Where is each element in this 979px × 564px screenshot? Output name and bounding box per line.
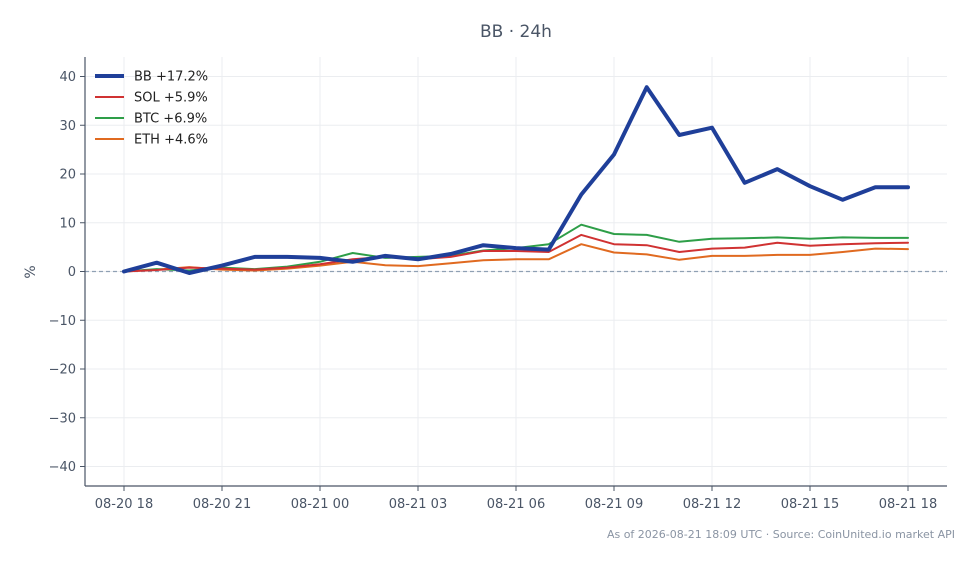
source-note: As of 2026-08-21 18:09 UTC · Source: Coi… <box>607 528 955 541</box>
legend-label: SOL +5.9% <box>134 91 208 106</box>
x-tick-label: 08-20 21 <box>193 497 251 512</box>
chart-title: BB · 24h <box>480 22 552 42</box>
axes <box>80 57 947 491</box>
x-tick-labels: 08-20 18 08-20 21 08-21 00 08-21 03 08-21 06… <box>95 497 937 512</box>
x-tick-label: 08-21 18 <box>879 497 937 512</box>
y-tick-label: −30 <box>49 411 76 426</box>
series-line-1 <box>123 233 909 273</box>
y-tick-label: −40 <box>49 460 76 475</box>
legend: BB +17.2% SOL +5.9% BTC +6.9% ETH +4.6% <box>95 70 208 148</box>
y-tick-labels: −40 −30 −20 −10 0 10 20 30 40 <box>49 70 76 475</box>
x-tick-label: 08-21 12 <box>683 497 741 512</box>
x-tick-label: 08-21 09 <box>585 497 643 512</box>
legend-label: ETH +4.6% <box>134 133 208 148</box>
legend-label: BB +17.2% <box>134 70 208 85</box>
series-line-0 <box>122 85 910 275</box>
x-tick-label: 08-21 06 <box>487 497 545 512</box>
y-axis-label: % <box>23 265 39 278</box>
y-tick-label: 20 <box>59 168 76 183</box>
x-tick-label: 08-21 03 <box>389 497 447 512</box>
series-lines <box>122 85 910 275</box>
y-tick-label: 10 <box>59 216 76 231</box>
x-tick-label: 08-21 00 <box>291 497 349 512</box>
y-tick-label: −20 <box>49 363 76 378</box>
x-tick-label: 08-20 18 <box>95 497 153 512</box>
y-tick-label: 40 <box>59 70 76 85</box>
y-tick-label: −10 <box>49 314 76 329</box>
y-tick-label: 0 <box>68 265 76 280</box>
x-tick-label: 08-21 15 <box>781 497 839 512</box>
y-tick-label: 30 <box>59 119 76 134</box>
legend-label: BTC +6.9% <box>134 112 207 127</box>
